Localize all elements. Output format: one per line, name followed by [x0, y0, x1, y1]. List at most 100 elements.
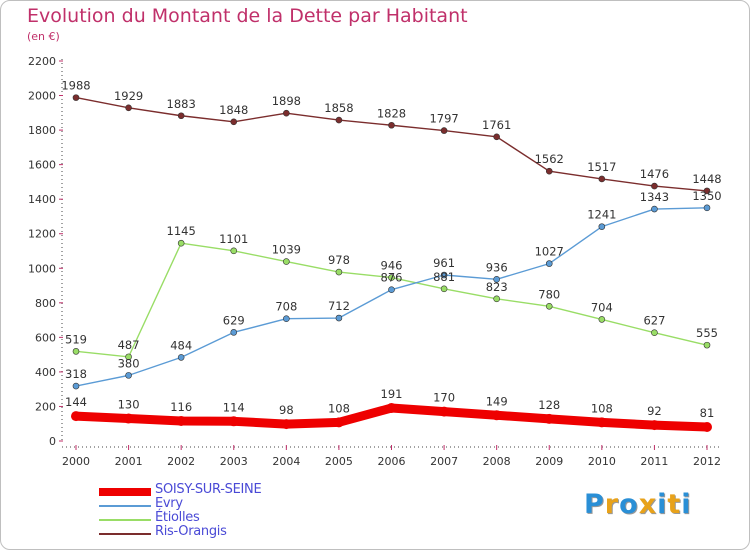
data-point-etiolles[interactable]	[440, 285, 448, 293]
y-tick-label: 2200	[28, 55, 56, 68]
y-tick-label: 1600	[28, 159, 56, 172]
data-point-etiolles[interactable]	[125, 353, 132, 361]
data-label-evry: 629	[223, 313, 245, 327]
data-point-soisy-sur-seine[interactable]	[702, 422, 712, 433]
x-tick-label: 2008	[483, 455, 511, 468]
data-point-etiolles[interactable]	[388, 274, 395, 281]
data-point-soisy-sur-seine[interactable]	[439, 406, 450, 417]
data-label-soisy-sur-seine: 144	[65, 395, 87, 409]
data-label-etiolles: 1101	[219, 232, 248, 246]
data-point-evry[interactable]	[703, 204, 711, 212]
data-label-etiolles: 1039	[272, 243, 301, 257]
legend-swatch	[99, 505, 151, 507]
data-point-evry[interactable]	[283, 315, 290, 323]
data-label-etiolles: 978	[328, 253, 350, 267]
data-label-soisy-sur-seine: 114	[223, 400, 245, 414]
data-point-etiolles[interactable]	[651, 329, 658, 337]
legend-item-evry[interactable]: Evry	[99, 496, 399, 512]
data-point-evry[interactable]	[598, 223, 606, 230]
data-label-soisy-sur-seine: 149	[486, 394, 508, 408]
data-label-evry: 876	[381, 271, 403, 285]
data-point-ris-orangis[interactable]	[335, 116, 343, 124]
data-label-evry: 1343	[640, 190, 669, 204]
data-label-etiolles: 946	[381, 259, 403, 273]
y-tick-label: 600	[35, 331, 56, 344]
data-point-evry[interactable]	[440, 271, 448, 279]
data-point-ris-orangis[interactable]	[545, 167, 553, 175]
data-point-evry[interactable]	[125, 372, 132, 379]
data-label-ris-orangis: 1858	[324, 101, 353, 115]
legend-item-ris-orangis[interactable]: Ris-Orangis	[99, 524, 399, 540]
data-label-ris-orangis: 1761	[482, 118, 511, 132]
data-point-soisy-sur-seine[interactable]	[123, 413, 134, 424]
legend-label: Evry	[155, 496, 183, 511]
data-label-soisy-sur-seine: 108	[591, 401, 613, 415]
logo-letter: i	[657, 489, 668, 520]
data-point-etiolles[interactable]	[545, 302, 553, 310]
data-point-etiolles[interactable]	[72, 348, 80, 355]
data-point-soisy-sur-seine[interactable]	[596, 417, 607, 428]
data-point-ris-orangis[interactable]	[493, 133, 500, 141]
data-point-evry[interactable]	[230, 329, 238, 336]
data-point-evry[interactable]	[651, 205, 658, 213]
data-label-etiolles: 487	[118, 338, 140, 352]
chart-data-labels: 1988 1929 1883 1848 1898 1858 1828 1797 1761 1562…	[61, 79, 721, 420]
data-point-etiolles[interactable]	[177, 239, 185, 247]
data-point-soisy-sur-seine[interactable]	[71, 411, 81, 422]
data-point-ris-orangis[interactable]	[230, 118, 238, 126]
data-point-soisy-sur-seine[interactable]	[386, 403, 397, 414]
data-label-etiolles: 555	[696, 326, 718, 340]
legend-label: SOISY-SUR-SEINE	[155, 482, 262, 497]
data-point-etiolles[interactable]	[283, 258, 290, 265]
data-point-soisy-sur-seine[interactable]	[281, 419, 292, 430]
data-point-evry[interactable]	[72, 382, 80, 390]
data-point-ris-orangis[interactable]	[703, 187, 711, 195]
data-point-etiolles[interactable]	[335, 268, 343, 276]
y-tick-label: 1200	[28, 228, 56, 241]
legend-swatch	[99, 533, 151, 535]
data-point-etiolles[interactable]	[703, 341, 711, 349]
data-point-soisy-sur-seine[interactable]	[333, 417, 344, 428]
data-label-soisy-sur-seine: 81	[700, 406, 715, 420]
logo-letter: o	[619, 489, 639, 520]
data-point-evry[interactable]	[493, 276, 500, 283]
data-point-ris-orangis[interactable]	[440, 127, 448, 134]
data-point-soisy-sur-seine[interactable]	[491, 410, 502, 421]
data-point-ris-orangis[interactable]	[283, 109, 290, 117]
data-point-ris-orangis[interactable]	[177, 112, 185, 120]
data-label-evry: 1241	[587, 208, 616, 222]
data-point-etiolles[interactable]	[230, 247, 238, 255]
data-point-ris-orangis[interactable]	[72, 94, 80, 101]
data-point-evry[interactable]	[545, 260, 553, 267]
data-point-ris-orangis[interactable]	[388, 121, 395, 129]
x-tick-label: 2009	[535, 455, 563, 468]
data-point-soisy-sur-seine[interactable]	[228, 416, 239, 427]
data-point-soisy-sur-seine[interactable]	[544, 413, 555, 424]
data-point-ris-orangis[interactable]	[125, 104, 132, 112]
x-tick-label: 2003	[220, 455, 248, 468]
data-point-etiolles[interactable]	[493, 295, 500, 303]
data-label-evry: 318	[65, 367, 87, 381]
legend-label: Étiolles	[155, 510, 200, 525]
y-tick-label: 800	[35, 297, 56, 310]
data-label-ris-orangis: 1828	[377, 106, 406, 120]
data-point-evry[interactable]	[335, 314, 343, 322]
data-point-evry[interactable]	[177, 354, 185, 361]
data-point-etiolles[interactable]	[598, 316, 606, 323]
legend-label: Ris-Orangis	[155, 524, 227, 539]
chart-unit-label: (en €)	[27, 30, 60, 43]
y-tick-label: 1400	[28, 193, 56, 206]
legend-item-soisy-sur-seine[interactable]: SOISY-SUR-SEINE	[99, 482, 399, 498]
proxiti-logo[interactable]: Proxiti	[584, 489, 692, 520]
legend-item-etiolles[interactable]: Étiolles	[99, 510, 399, 526]
y-tick-label: 0	[49, 435, 56, 448]
data-point-soisy-sur-seine[interactable]	[176, 415, 187, 426]
data-label-evry: 484	[170, 338, 192, 352]
data-point-soisy-sur-seine[interactable]	[649, 420, 660, 431]
data-label-evry: 1027	[535, 245, 564, 259]
data-point-ris-orangis[interactable]	[651, 182, 658, 190]
data-point-ris-orangis[interactable]	[598, 175, 606, 183]
data-point-evry[interactable]	[388, 286, 395, 293]
